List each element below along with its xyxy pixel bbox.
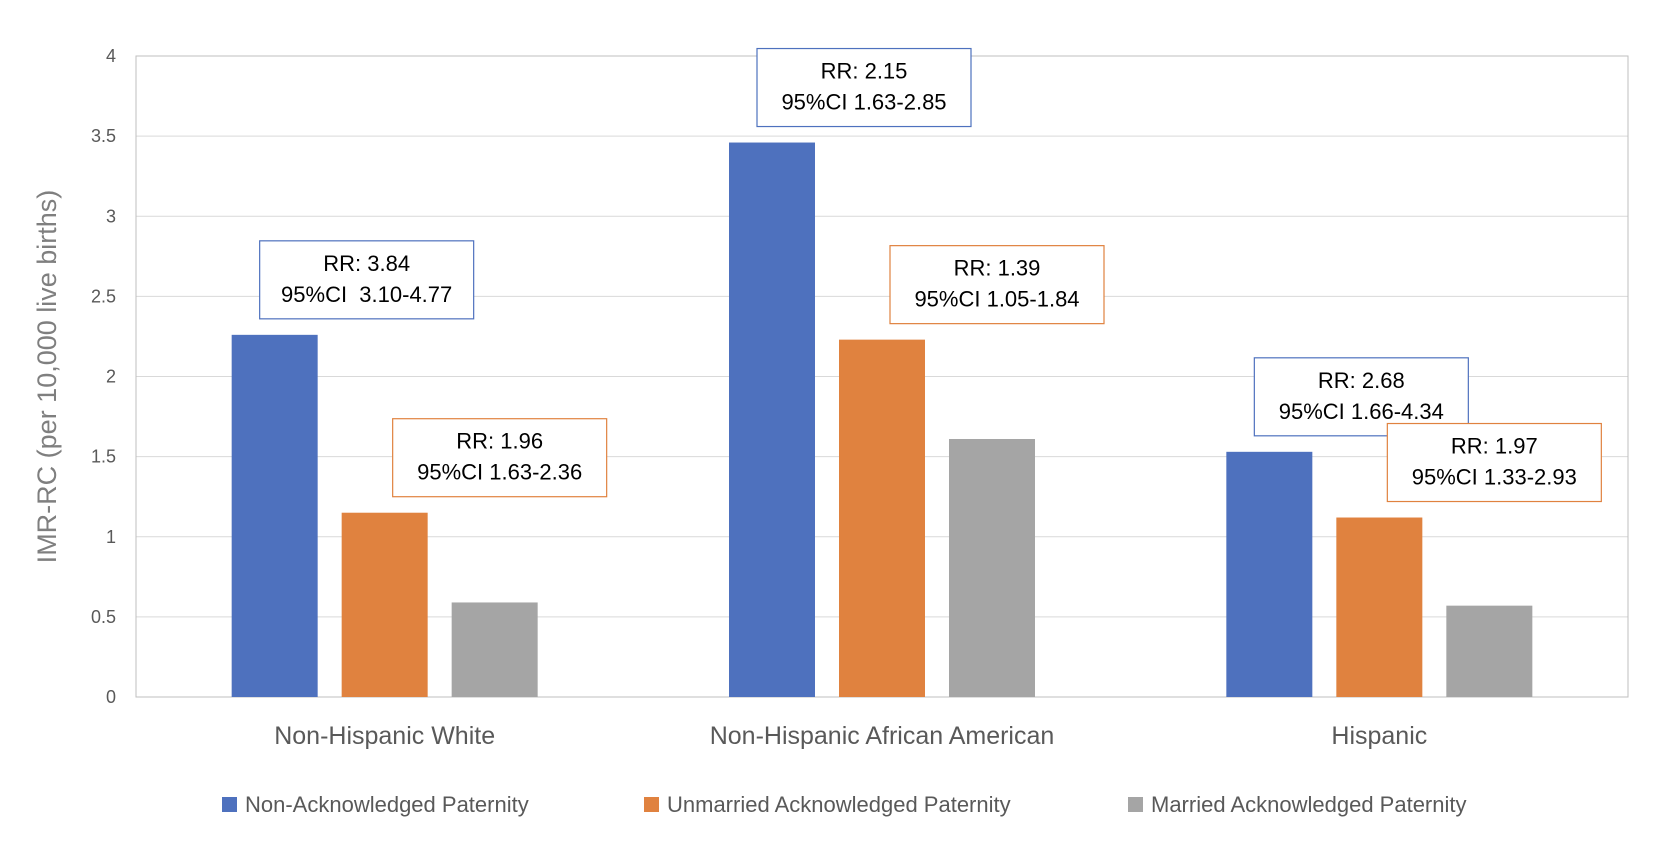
ci-value-label: 95%CI 1.33-2.93 <box>1412 465 1577 490</box>
y-tick-label: 2 <box>106 367 116 387</box>
y-tick-label: 1.5 <box>91 447 116 467</box>
bar <box>1336 517 1423 697</box>
bar <box>949 438 1035 697</box>
bar <box>1226 451 1313 697</box>
ci-value-label: 95%CI 1.63-2.36 <box>417 460 582 485</box>
legend-swatch <box>1128 797 1143 812</box>
ci-value-label: 95%CI 1.63-2.85 <box>781 90 946 115</box>
ci-value-label: 95%CI 1.05-1.84 <box>914 287 1079 312</box>
rr-annotation: RR: 2.68 95%CI 1.66-4.34 <box>1253 357 1469 437</box>
bar <box>729 142 815 697</box>
rr-annotation-box <box>889 245 1105 325</box>
legend-swatch <box>222 797 237 812</box>
bar <box>341 512 428 697</box>
rr-annotation: RR: 2.15 95%CI 1.63-2.85 <box>756 47 972 128</box>
x-axis-categories: Non-Hispanic White Non-Hispanic African A… <box>274 722 1427 750</box>
x-category-label: Non-Hispanic White <box>274 722 495 750</box>
rr-annotation-box <box>392 418 608 498</box>
bar <box>231 334 318 697</box>
rr-annotation-box <box>1386 422 1602 503</box>
rr-annotation-box <box>756 47 972 128</box>
rr-value-label: RR: 2.68 <box>1318 368 1405 393</box>
rr-annotation-box <box>259 240 475 320</box>
legend-label: Unmarried Acknowledged Paternity <box>667 792 1011 817</box>
annotations: RR: 3.84 95%CI 3.10-4.77 RR: 1.96 95%CI 1.6… <box>259 47 1602 503</box>
legend-item: Non-Acknowledged Paternity <box>222 792 529 817</box>
legend-label: Non-Acknowledged Paternity <box>245 792 529 817</box>
rr-annotation-box <box>1253 357 1469 437</box>
y-tick-label: 1 <box>106 527 116 547</box>
rr-annotation: RR: 3.84 95%CI 3.10-4.77 <box>259 240 475 320</box>
y-axis-ticks: 0 0.5 1 1.5 2 2.5 3 3.5 4 <box>91 46 116 707</box>
rr-value-label: RR: 3.84 <box>323 251 410 276</box>
y-axis-label: IMR-RC (per 10,000 live births) <box>32 190 62 564</box>
legend-item: Unmarried Acknowledged Paternity <box>644 792 1011 817</box>
y-tick-label: 3 <box>106 206 116 226</box>
y-tick-label: 4 <box>106 46 116 66</box>
y-tick-label: 2.5 <box>91 286 116 306</box>
y-tick-label: 0.5 <box>91 607 116 627</box>
rr-annotation: RR: 1.39 95%CI 1.05-1.84 <box>889 245 1105 325</box>
bar <box>839 339 925 697</box>
rr-value-label: RR: 1.97 <box>1451 434 1538 459</box>
legend-item: Married Acknowledged Paternity <box>1128 792 1467 817</box>
rr-annotation: RR: 1.96 95%CI 1.63-2.36 <box>392 418 608 498</box>
bar <box>451 602 538 697</box>
legend-swatch <box>644 797 659 812</box>
ci-value-label: 95%CI 3.10-4.77 <box>281 282 452 307</box>
rr-value-label: RR: 1.39 <box>954 256 1041 281</box>
legend: Non-Acknowledged Paternity Unmarried Ackn… <box>222 792 1467 817</box>
y-tick-label: 0 <box>106 687 116 707</box>
rr-value-label: RR: 2.15 <box>821 59 908 84</box>
ci-value-label: 95%CI 1.66-4.34 <box>1279 399 1444 424</box>
y-tick-label: 3.5 <box>91 126 116 146</box>
bar <box>1446 605 1533 697</box>
legend-label: Married Acknowledged Paternity <box>1151 792 1467 817</box>
x-category-label: Hispanic <box>1331 722 1427 750</box>
rr-annotation: RR: 1.97 95%CI 1.33-2.93 <box>1386 422 1602 503</box>
bars <box>231 142 1533 697</box>
rr-value-label: RR: 1.96 <box>456 429 543 454</box>
x-category-label: Non-Hispanic African American <box>710 722 1055 750</box>
